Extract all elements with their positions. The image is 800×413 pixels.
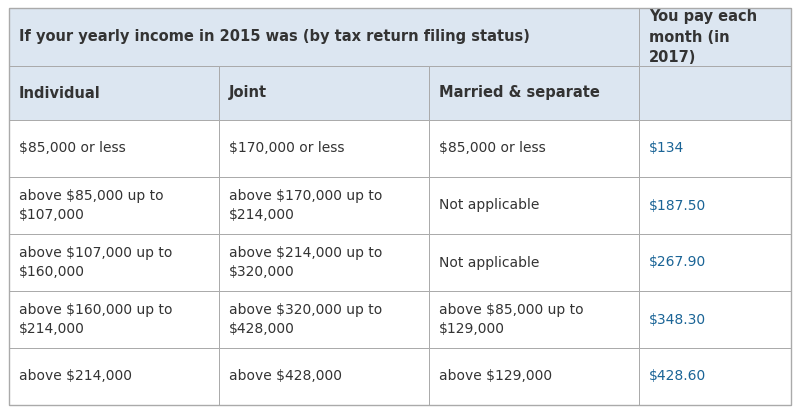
Text: above $85,000 up to
$107,000: above $85,000 up to $107,000 — [19, 189, 164, 222]
Bar — [639, 348, 791, 405]
Text: If your yearly income in 2015 was (by tax return filing status): If your yearly income in 2015 was (by ta… — [19, 29, 530, 45]
Text: $85,000 or less: $85,000 or less — [19, 142, 126, 156]
Text: above $107,000 up to
$160,000: above $107,000 up to $160,000 — [19, 246, 172, 279]
Bar — [639, 234, 791, 291]
Text: above $85,000 up to
$129,000: above $85,000 up to $129,000 — [439, 303, 584, 336]
Bar — [9, 291, 219, 348]
Text: Joint: Joint — [229, 85, 267, 100]
Text: $170,000 or less: $170,000 or less — [229, 142, 345, 156]
Text: above $214,000 up to
$320,000: above $214,000 up to $320,000 — [229, 246, 382, 279]
Text: above $214,000: above $214,000 — [19, 370, 132, 384]
Text: $85,000 or less: $85,000 or less — [439, 142, 546, 156]
Bar — [639, 120, 791, 177]
Text: You pay each
month (in
2017): You pay each month (in 2017) — [649, 9, 757, 65]
Text: above $320,000 up to
$428,000: above $320,000 up to $428,000 — [229, 303, 382, 336]
Text: Individual: Individual — [19, 85, 101, 100]
Bar — [9, 8, 639, 66]
Bar — [219, 66, 429, 120]
Bar — [429, 66, 639, 120]
Bar — [9, 177, 219, 234]
Text: $187.50: $187.50 — [649, 199, 706, 213]
Bar — [639, 177, 791, 234]
Text: above $428,000: above $428,000 — [229, 370, 342, 384]
Bar — [429, 291, 639, 348]
Bar — [639, 291, 791, 348]
Bar — [639, 66, 791, 120]
Bar — [9, 234, 219, 291]
Bar — [219, 348, 429, 405]
Text: $428.60: $428.60 — [649, 370, 706, 384]
Bar — [429, 120, 639, 177]
Text: Not applicable: Not applicable — [439, 199, 539, 213]
Bar — [429, 177, 639, 234]
Text: $267.90: $267.90 — [649, 256, 706, 270]
Text: above $129,000: above $129,000 — [439, 370, 552, 384]
Bar — [9, 348, 219, 405]
Text: above $170,000 up to
$214,000: above $170,000 up to $214,000 — [229, 189, 382, 222]
Bar — [219, 234, 429, 291]
Text: Married & separate: Married & separate — [439, 85, 600, 100]
Bar — [219, 177, 429, 234]
Text: $134: $134 — [649, 142, 684, 156]
Bar — [219, 291, 429, 348]
Bar — [639, 8, 791, 66]
Text: Not applicable: Not applicable — [439, 256, 539, 270]
Text: $348.30: $348.30 — [649, 313, 706, 327]
Text: above $160,000 up to
$214,000: above $160,000 up to $214,000 — [19, 303, 173, 336]
Bar — [219, 120, 429, 177]
Bar — [429, 234, 639, 291]
Bar — [429, 348, 639, 405]
Bar — [9, 120, 219, 177]
Bar — [9, 66, 219, 120]
